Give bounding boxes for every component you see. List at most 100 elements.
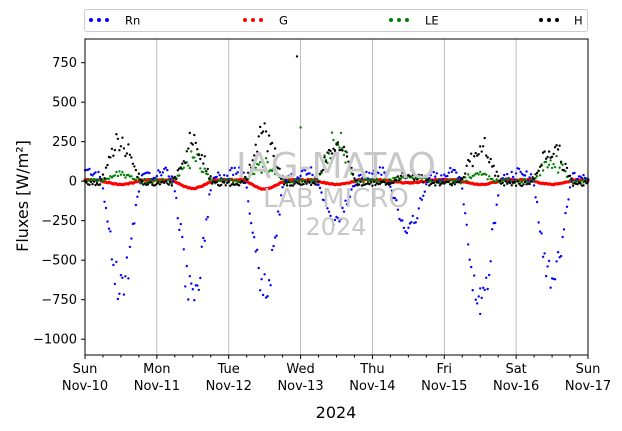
point-H <box>302 182 305 186</box>
point-Rn <box>118 292 121 295</box>
point-LE <box>544 160 548 164</box>
point-Rn <box>107 227 111 230</box>
point-H <box>211 182 214 185</box>
point-Rn <box>300 169 304 173</box>
point-Rn <box>401 219 404 222</box>
point-H <box>553 146 557 149</box>
point-Rn <box>264 296 268 299</box>
point-Rn <box>404 230 407 233</box>
point-Rn <box>202 236 205 240</box>
point-H <box>504 180 507 183</box>
point-H <box>351 172 355 176</box>
point-H <box>137 172 141 175</box>
point-H <box>119 145 123 148</box>
point-Rn <box>161 171 164 174</box>
point-Rn <box>359 173 362 177</box>
point-H <box>170 184 173 187</box>
point-Rn <box>532 184 536 187</box>
point-H <box>112 154 115 157</box>
point-Rn <box>203 239 206 242</box>
watermark: IAG-MATAO LAB MICRO 2024 <box>236 146 436 241</box>
point-Rn <box>185 264 188 268</box>
point-LE <box>375 177 379 181</box>
point-Rn <box>260 278 263 281</box>
point-LE <box>299 178 302 181</box>
point-LE <box>187 164 190 167</box>
point-H <box>282 183 286 186</box>
point-H <box>345 155 349 158</box>
point-H <box>531 176 534 179</box>
point-LE <box>257 163 260 166</box>
point-Rn <box>158 171 162 174</box>
point-H <box>347 160 350 163</box>
point-H <box>413 178 416 181</box>
x-tick-label-day: Sun <box>576 362 601 377</box>
point-LE <box>547 163 551 166</box>
point-H <box>441 181 444 184</box>
point-H <box>278 167 281 170</box>
point-H <box>267 134 271 137</box>
point-LE <box>287 178 290 182</box>
point-H <box>562 169 566 172</box>
point-Rn <box>103 200 106 203</box>
point-H <box>537 169 540 172</box>
point-H <box>522 183 525 186</box>
point-LE <box>389 178 392 181</box>
point-H <box>408 175 412 178</box>
point-LE <box>152 180 156 183</box>
point-Rn <box>208 193 211 196</box>
series-H <box>83 55 590 188</box>
point-H <box>273 147 277 150</box>
point-H <box>173 175 176 179</box>
point-Rn <box>441 178 444 181</box>
x-tick-label-day: Mon <box>143 362 170 377</box>
point-H <box>547 150 551 153</box>
point-LE <box>467 173 470 176</box>
point-H <box>208 177 211 180</box>
point-Rn <box>148 171 151 175</box>
point-LE <box>494 180 497 183</box>
y-tick-label: 500 <box>52 96 77 111</box>
point-H <box>139 178 142 181</box>
point-H <box>453 183 456 186</box>
point-H <box>383 180 386 184</box>
point-LE <box>119 173 123 176</box>
point-LE <box>488 175 491 178</box>
point-LE <box>456 178 459 182</box>
point-H <box>287 180 290 184</box>
point-LE <box>552 163 555 166</box>
point-H <box>272 154 275 158</box>
point-LE <box>101 180 105 183</box>
point-H <box>220 183 223 187</box>
point-H <box>399 174 403 177</box>
point-Rn <box>239 173 242 176</box>
point-LE <box>161 177 164 181</box>
point-H <box>497 175 500 178</box>
point-H <box>506 182 509 185</box>
point-LE <box>282 179 286 183</box>
point-Rn <box>318 186 322 190</box>
point-Rn <box>288 175 292 178</box>
point-H <box>447 180 450 184</box>
point-H <box>555 144 558 147</box>
point-H <box>486 156 489 159</box>
legend-marker-H <box>555 18 559 22</box>
point-H <box>251 159 254 162</box>
point-LE <box>115 170 118 174</box>
point-H <box>254 143 257 146</box>
point-LE <box>532 179 536 182</box>
point-Rn <box>124 275 127 278</box>
point-LE <box>321 160 325 163</box>
point-H <box>260 132 263 135</box>
point-LE <box>130 175 133 178</box>
point-Rn <box>503 173 506 177</box>
point-H <box>110 147 114 150</box>
point-H <box>188 131 191 135</box>
point-H <box>402 174 406 177</box>
point-Rn <box>250 221 253 225</box>
point-H <box>503 184 506 187</box>
point-Rn <box>465 223 468 226</box>
point-H <box>477 153 480 156</box>
point-H <box>543 150 546 153</box>
point-H <box>465 164 468 167</box>
